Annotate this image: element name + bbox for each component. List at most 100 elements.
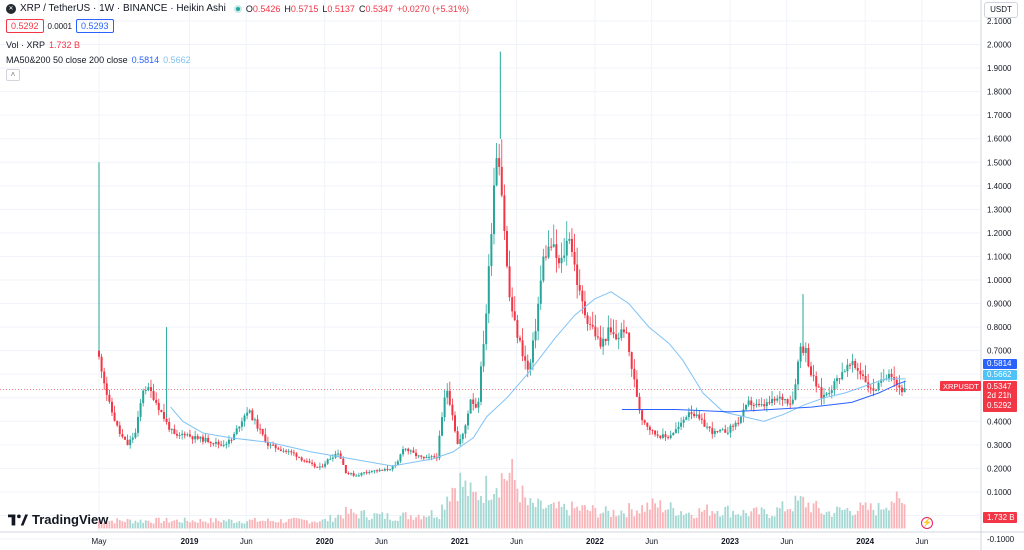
candle-body[interactable] xyxy=(596,336,599,338)
candle-body[interactable] xyxy=(854,361,857,368)
candle-body[interactable] xyxy=(820,387,823,399)
candle-body[interactable] xyxy=(139,403,142,417)
candle-body[interactable] xyxy=(495,158,498,186)
candle-body[interactable] xyxy=(880,379,883,383)
candle-body[interactable] xyxy=(643,420,646,423)
candle-body[interactable] xyxy=(287,451,290,453)
candle-body[interactable] xyxy=(698,414,701,419)
candle-body[interactable] xyxy=(859,370,862,375)
candle-body[interactable] xyxy=(300,457,303,461)
candle-body[interactable] xyxy=(565,240,568,256)
candle-body[interactable] xyxy=(833,381,836,391)
candle-body[interactable] xyxy=(298,456,301,458)
candle-body[interactable] xyxy=(846,364,849,372)
candle-body[interactable] xyxy=(446,390,449,398)
candle-body[interactable] xyxy=(693,413,696,417)
candle-body[interactable] xyxy=(680,422,683,427)
candle-body[interactable] xyxy=(903,388,906,393)
sell-price-button[interactable]: 0.5292 xyxy=(6,19,44,33)
candle-body[interactable] xyxy=(396,461,399,466)
candle-body[interactable] xyxy=(620,329,623,338)
candle-body[interactable] xyxy=(454,415,457,432)
candle-body[interactable] xyxy=(612,332,615,335)
candle-body[interactable] xyxy=(331,457,334,459)
candle-body[interactable] xyxy=(763,404,766,407)
candle-body[interactable] xyxy=(804,348,807,353)
candle-body[interactable] xyxy=(817,386,820,388)
candle-body[interactable] xyxy=(768,402,771,404)
candle-body[interactable] xyxy=(791,399,794,404)
candle-body[interactable] xyxy=(869,387,872,389)
candle-body[interactable] xyxy=(654,430,657,435)
candle-body[interactable] xyxy=(318,466,321,468)
candle-body[interactable] xyxy=(344,464,347,473)
candle-body[interactable] xyxy=(789,403,792,405)
candle-body[interactable] xyxy=(563,255,566,258)
candle-body[interactable] xyxy=(524,356,527,361)
candle-body[interactable] xyxy=(188,434,191,437)
candle-body[interactable] xyxy=(604,338,607,342)
candle-body[interactable] xyxy=(898,385,901,388)
candle-body[interactable] xyxy=(578,284,581,291)
candle-body[interactable] xyxy=(347,472,350,474)
candle-body[interactable] xyxy=(131,437,134,440)
candle-body[interactable] xyxy=(477,401,480,408)
candle-body[interactable] xyxy=(448,390,451,405)
candle-body[interactable] xyxy=(404,448,407,450)
candle-body[interactable] xyxy=(469,399,472,414)
candle-body[interactable] xyxy=(711,428,714,434)
candle-body[interactable] xyxy=(778,396,781,399)
candle-body[interactable] xyxy=(443,397,446,418)
candle-body[interactable] xyxy=(272,444,275,446)
candle-body[interactable] xyxy=(201,436,204,442)
candle-body[interactable] xyxy=(656,434,659,436)
candle-body[interactable] xyxy=(628,332,631,353)
candle-body[interactable] xyxy=(461,433,464,440)
candle-body[interactable] xyxy=(874,389,877,391)
candle-body[interactable] xyxy=(415,452,418,457)
candle-body[interactable] xyxy=(230,439,233,441)
candle-body[interactable] xyxy=(466,413,469,426)
candle-body[interactable] xyxy=(695,414,698,417)
candle-body[interactable] xyxy=(438,435,441,459)
candle-body[interactable] xyxy=(479,366,482,402)
candle-body[interactable] xyxy=(726,432,729,434)
candle-body[interactable] xyxy=(487,266,490,314)
candle-body[interactable] xyxy=(373,470,376,472)
candle-body[interactable] xyxy=(521,340,524,357)
candle-body[interactable] xyxy=(708,426,711,429)
candle-body[interactable] xyxy=(386,469,389,471)
candle-body[interactable] xyxy=(750,400,753,406)
candle-body[interactable] xyxy=(472,399,475,404)
candle-body[interactable] xyxy=(456,431,459,444)
candle-body[interactable] xyxy=(162,411,165,419)
candle-body[interactable] xyxy=(191,436,194,440)
candle-body[interactable] xyxy=(243,415,246,422)
candle-body[interactable] xyxy=(316,466,319,468)
candle-body[interactable] xyxy=(220,444,223,446)
candle-body[interactable] xyxy=(290,451,293,453)
candle-body[interactable] xyxy=(183,433,186,436)
buy-price-button[interactable]: 0.5293 xyxy=(76,19,114,33)
volume-legend[interactable]: Vol · XRP 1.732 B xyxy=(6,40,84,50)
candle-body[interactable] xyxy=(121,433,124,437)
candle-body[interactable] xyxy=(355,475,358,477)
candle-body[interactable] xyxy=(900,387,903,393)
candle-body[interactable] xyxy=(739,416,742,423)
candle-body[interactable] xyxy=(329,458,332,460)
candle-body[interactable] xyxy=(752,405,755,407)
candle-body[interactable] xyxy=(207,437,210,443)
candle-body[interactable] xyxy=(238,426,241,429)
candle-body[interactable] xyxy=(282,450,285,452)
candle-body[interactable] xyxy=(651,430,654,432)
candle-body[interactable] xyxy=(428,456,431,458)
candle-body[interactable] xyxy=(851,361,854,366)
collapse-legend-button[interactable]: ˄ xyxy=(6,69,20,81)
candle-body[interactable] xyxy=(209,442,212,444)
candle-body[interactable] xyxy=(508,266,511,298)
candle-body[interactable] xyxy=(303,460,306,462)
candle-body[interactable] xyxy=(591,324,594,327)
candle-body[interactable] xyxy=(425,457,428,459)
candle-body[interactable] xyxy=(274,444,277,449)
candle-body[interactable] xyxy=(542,256,545,281)
